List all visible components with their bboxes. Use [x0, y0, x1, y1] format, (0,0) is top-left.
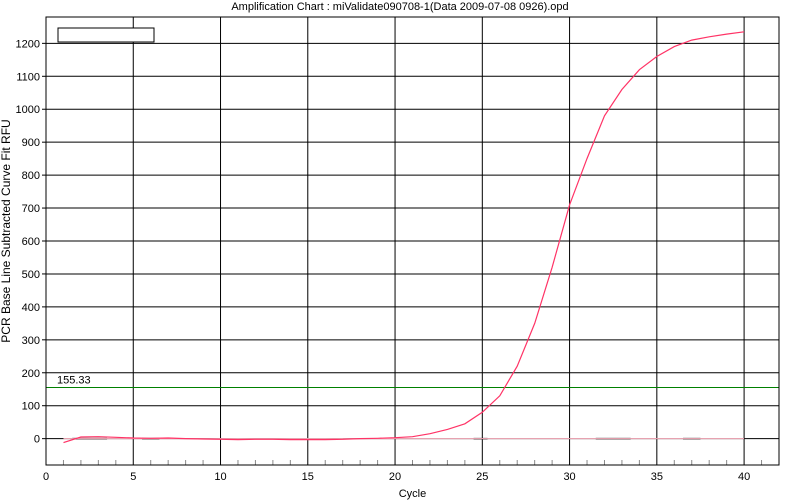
chart-title: Amplification Chart : miValidate090708-1… — [231, 1, 569, 13]
x-tick-label: 30 — [563, 471, 575, 483]
x-tick-label: 40 — [738, 471, 750, 483]
y-tick-label: 800 — [22, 170, 40, 182]
x-tick-label: 20 — [389, 471, 401, 483]
minor-tick-layer — [62, 460, 763, 465]
x-tick-label: 25 — [476, 471, 488, 483]
threshold-layer: 155.33 — [46, 374, 779, 388]
y-tick-label: 200 — [22, 368, 40, 380]
y-tick-label: 500 — [22, 269, 40, 281]
x-tick-label: 15 — [302, 471, 314, 483]
y-tick-label: 100 — [22, 401, 40, 413]
series-layer — [63, 31, 745, 444]
y-tick-label: 900 — [22, 137, 40, 149]
tick-label-layer: 0 5 10 15 20 25 30 35 40010020030040050060070080… — [16, 38, 751, 483]
y-axis-label: PCR Base Line Subtracted Curve Fit RFU — [0, 119, 13, 342]
y-tick-label: 0 — [34, 434, 40, 446]
plot-frame — [45, 16, 780, 466]
x-axis-label: Cycle — [399, 488, 427, 500]
threshold-label: 155.33 — [57, 374, 91, 386]
legend-box — [57, 27, 155, 43]
x-tick-label: 0 — [43, 471, 49, 483]
x-tick-label: 5 — [130, 471, 136, 483]
x-tick-label: 35 — [651, 471, 663, 483]
amplification-curve — [63, 31, 745, 444]
y-tick-label: 300 — [22, 335, 40, 347]
y-tick-label: 400 — [22, 302, 40, 314]
y-tick-label: 600 — [22, 236, 40, 248]
y-tick-label: 1200 — [16, 38, 40, 50]
x-tick-label: 10 — [214, 471, 226, 483]
y-tick-label: 1000 — [16, 104, 40, 116]
grid-layer — [42, 17, 779, 465]
y-tick-label: 1100 — [16, 71, 40, 83]
y-tick-label: 700 — [22, 203, 40, 215]
